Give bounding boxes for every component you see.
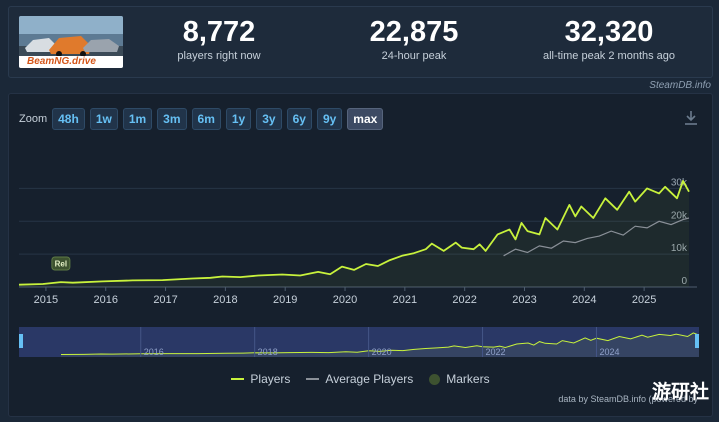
average-players-line (503, 217, 690, 257)
game-logo[interactable]: BeamNG.drive (19, 16, 123, 68)
players-chart[interactable]: 0 10k 20k 30k 2015 2016 2017 2018 2019 2020 2021 20… (9, 94, 712, 416)
zoom-1w-button[interactable]: 1w (89, 108, 118, 130)
stats-header: BeamNG.drive 8,772 players right now 22,… (8, 6, 713, 78)
legend-players-label: Players (250, 372, 291, 386)
y-tick-label: 0 (681, 276, 687, 287)
zoom-6y-button[interactable]: 6y (286, 108, 312, 130)
x-tick-label: 2022 (452, 294, 476, 306)
stat-all-time-peak-value: 32,320 (564, 16, 654, 48)
stat-players-now-label: players right now (177, 50, 261, 62)
download-icon[interactable] (684, 110, 698, 131)
release-marker-label: Rel (55, 260, 67, 269)
y-tick-label: 20k (671, 210, 688, 221)
legend-players[interactable]: Players (231, 372, 290, 386)
zoom-1y-button[interactable]: 1y (225, 108, 252, 130)
zoom-controls: Zoom 48h 1w 1m 3m 6m 1y 3y 6y 9y max (19, 108, 388, 130)
release-marker (51, 256, 71, 271)
players-line (18, 180, 690, 286)
legend-average-swatch (306, 378, 320, 380)
legend-markers-swatch (429, 373, 441, 385)
legend-average-players[interactable]: Average Players (306, 372, 413, 386)
navigator-tick-label: 2022 (486, 347, 506, 357)
stat-24h-peak: 22,875 24-hour peak (354, 15, 474, 62)
game-logo-text: BeamNG.drive (27, 56, 96, 67)
stat-players-now-value: 8,772 (182, 16, 256, 48)
stat-all-time-peak-label: all-time peak 2 months ago (542, 50, 676, 62)
navigator-tick-label: 2018 (258, 347, 278, 357)
stat-24h-peak-value: 22,875 (369, 16, 459, 48)
x-tick-label: 2025 (632, 294, 656, 306)
data-credit[interactable]: data by SteamDB.info (powered by (558, 394, 698, 404)
legend-markers[interactable]: Markers (429, 372, 490, 386)
chart-legend: Players Average Players Markers (9, 372, 712, 386)
x-tick-label: 2020 (333, 294, 357, 306)
x-tick-label: 2019 (273, 294, 297, 306)
navigator-area (61, 332, 699, 357)
chart-panel: 0 10k 20k 30k 2015 2016 2017 2018 2019 2020 2021 20… (8, 93, 713, 417)
y-tick-label: 10k (671, 243, 688, 254)
zoom-1m-button[interactable]: 1m (122, 108, 153, 130)
stat-all-time-peak: 32,320 all-time peak 2 months ago (529, 15, 689, 62)
zoom-3y-button[interactable]: 3y (256, 108, 282, 130)
navigator-handle-right (695, 334, 699, 348)
legend-players-swatch (231, 378, 245, 380)
navigator-tick-label: 2020 (372, 347, 392, 357)
zoom-9y-button[interactable]: 9y (316, 108, 343, 130)
y-tick-label: 30k (671, 177, 688, 188)
x-tick-label: 2016 (93, 294, 117, 306)
site-watermark: 游研社 (651, 381, 709, 403)
x-tick-label: 2015 (34, 294, 58, 306)
stat-players-now: 8,772 players right now (164, 15, 274, 62)
navigator-handle-left (19, 334, 23, 348)
x-tick-label: 2024 (572, 294, 596, 306)
navigator-tick-label: 2024 (599, 347, 619, 357)
x-tick-label: 2017 (153, 294, 177, 306)
navigator-tick-label: 2016 (144, 347, 164, 357)
zoom-label: Zoom (19, 113, 48, 125)
legend-average-label: Average Players (325, 372, 414, 386)
zoom-6m-button[interactable]: 6m (191, 108, 221, 130)
legend-markers-label: Markers (446, 372, 490, 386)
x-tick-label: 2021 (393, 294, 417, 306)
stat-24h-peak-label: 24-hour peak (381, 50, 447, 62)
zoom-3m-button[interactable]: 3m (157, 108, 187, 130)
zoom-max-button[interactable]: max (347, 108, 384, 130)
x-tick-label: 2018 (213, 294, 237, 306)
game-banner-image (19, 16, 123, 68)
x-tick-label: 2023 (512, 294, 536, 306)
navigator-line (60, 332, 700, 355)
zoom-48h-button[interactable]: 48h (52, 108, 85, 130)
steamdb-credit-top[interactable]: SteamDB.info (649, 80, 711, 91)
players-area (19, 180, 689, 287)
